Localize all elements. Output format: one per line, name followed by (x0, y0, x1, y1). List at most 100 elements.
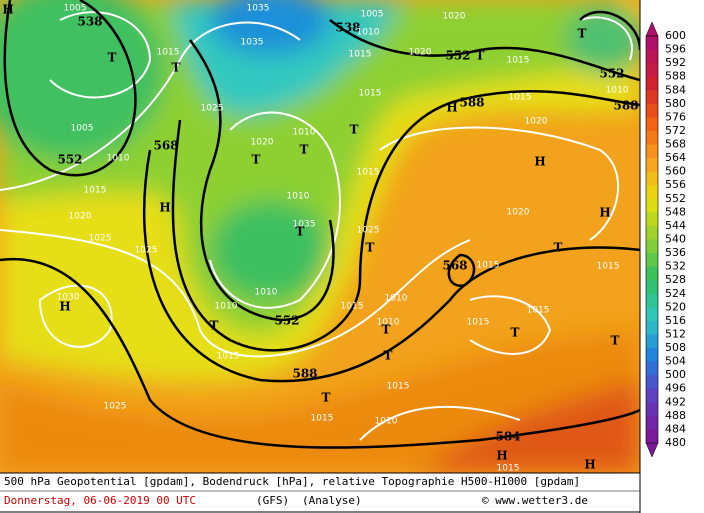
colorbar-label: 528 (665, 273, 686, 286)
pressure-label: 1015 (387, 382, 410, 392)
map-marker: H (496, 449, 507, 463)
pressure-label: 1025 (135, 246, 158, 256)
map-marker: H (534, 155, 545, 169)
map-marker: H (2, 3, 13, 17)
pressure-label: 1010 (287, 192, 310, 202)
colorbar-segment (646, 144, 658, 159)
pressure-label: 1020 (251, 138, 274, 148)
date: Donnerstag, 06-06-2019 00 UTC (4, 494, 196, 507)
colorbar-label: 584 (665, 83, 686, 96)
pressure-label: 1020 (443, 12, 466, 22)
pressure-label: 1025 (89, 234, 112, 244)
pressure-label: 1010 (377, 318, 400, 328)
colorbar-label: 524 (665, 287, 686, 300)
pressure-label: 1015 (359, 89, 382, 99)
colorbar-label: 580 (665, 97, 686, 110)
colorbar-segment (646, 375, 658, 390)
map-marker: H (446, 101, 457, 115)
pressure-label: 1005 (361, 10, 384, 20)
pressure-label: 1010 (385, 294, 408, 304)
map-marker: T (172, 61, 181, 75)
colorbar-segment (646, 212, 658, 227)
map-marker: T (366, 241, 375, 255)
pressure-label: 1015 (527, 306, 550, 316)
pressure-label: 1015 (84, 186, 107, 196)
pressure-label: 1020 (525, 117, 548, 127)
colorbar-segment (646, 130, 658, 146)
colorbar-segment (646, 36, 658, 51)
map-marker: 552 (57, 153, 82, 167)
map-marker: 588 (292, 367, 317, 381)
description: 500 hPa Geopotential [gpdam], Bodendruck… (4, 475, 580, 488)
credit: © www.wetter3.de (482, 494, 588, 507)
pressure-label: 1020 (507, 208, 530, 218)
pressure-label: 1010 (375, 417, 398, 427)
colorbar-label: 576 (665, 110, 686, 123)
colorbar-label: 552 (665, 192, 686, 205)
colorbar-label: 592 (665, 56, 686, 69)
colorbar-arrow (645, 442, 659, 458)
map-marker: T (296, 225, 305, 239)
colorbar-label: 536 (665, 246, 686, 259)
map-marker: T (382, 323, 391, 337)
colorbar-label: 516 (665, 314, 686, 327)
pressure-label: 1010 (215, 302, 238, 312)
colorbar-frame (645, 35, 659, 444)
map-marker: 538 (77, 15, 102, 29)
pressure-label: 1025 (104, 402, 127, 412)
pressure-label: 1015 (477, 261, 500, 271)
model: (GFS) (256, 494, 289, 507)
colorbar: 6005965925885845805765725685645605565525… (645, 21, 686, 458)
colorbar-label: 488 (665, 409, 686, 422)
colorbar-segment (646, 307, 658, 322)
colorbar-label: 560 (665, 165, 686, 178)
colorbar-label: 568 (665, 138, 686, 151)
pressure-label: 1015 (217, 352, 240, 362)
colorbar-label: 504 (665, 355, 686, 368)
pressure-label: 1020 (69, 212, 92, 222)
colorbar-segment (646, 361, 658, 376)
pressure-label: 1015 (341, 302, 364, 312)
map-marker: T (578, 27, 587, 41)
colorbar-label: 484 (665, 422, 686, 435)
map-marker: T (300, 143, 309, 157)
pressure-label: 1015 (467, 318, 490, 328)
colorbar-label: 600 (665, 29, 686, 42)
colorbar-label: 596 (665, 43, 686, 56)
pressure-label: 1010 (293, 128, 316, 138)
colorbar-segment (646, 63, 658, 78)
pressure-label: 1030 (57, 293, 80, 303)
colorbar-segment (646, 225, 658, 240)
pressure-label: 1025 (201, 104, 224, 114)
pressure-label: 1015 (357, 168, 380, 178)
colorbar-segment (646, 117, 658, 132)
colorbar-segment (646, 280, 658, 295)
pressure-label: 1005 (71, 124, 94, 134)
map-marker: T (384, 349, 393, 363)
geopotential-lines (0, 0, 640, 449)
map-marker: 584 (495, 430, 520, 444)
colorbar-label: 508 (665, 341, 686, 354)
colorbar-segment (646, 49, 658, 64)
colorbar-label: 556 (665, 178, 686, 191)
pressure-label: 1015 (311, 414, 334, 424)
pressure-label: 1010 (107, 154, 130, 164)
colorbar-label: 564 (665, 151, 686, 164)
map-marker: 538 (335, 21, 360, 35)
colorbar-label: 532 (665, 260, 686, 273)
colorbar-segment (646, 293, 658, 308)
colorbar-label: 496 (665, 382, 686, 395)
colorbar-label: 572 (665, 124, 686, 137)
pressure-label: 1015 (597, 262, 620, 272)
colorbar-segment (646, 171, 658, 186)
colorbar-label: 492 (665, 395, 686, 408)
pressure-label: 1035 (247, 4, 270, 14)
pressure-label: 1035 (241, 38, 264, 48)
run: (Analyse) (302, 494, 362, 507)
map-marker: T (554, 241, 563, 255)
map-marker: T (210, 319, 219, 333)
map-marker: 552 (274, 314, 299, 328)
pressure-label: 1010 (255, 288, 278, 298)
